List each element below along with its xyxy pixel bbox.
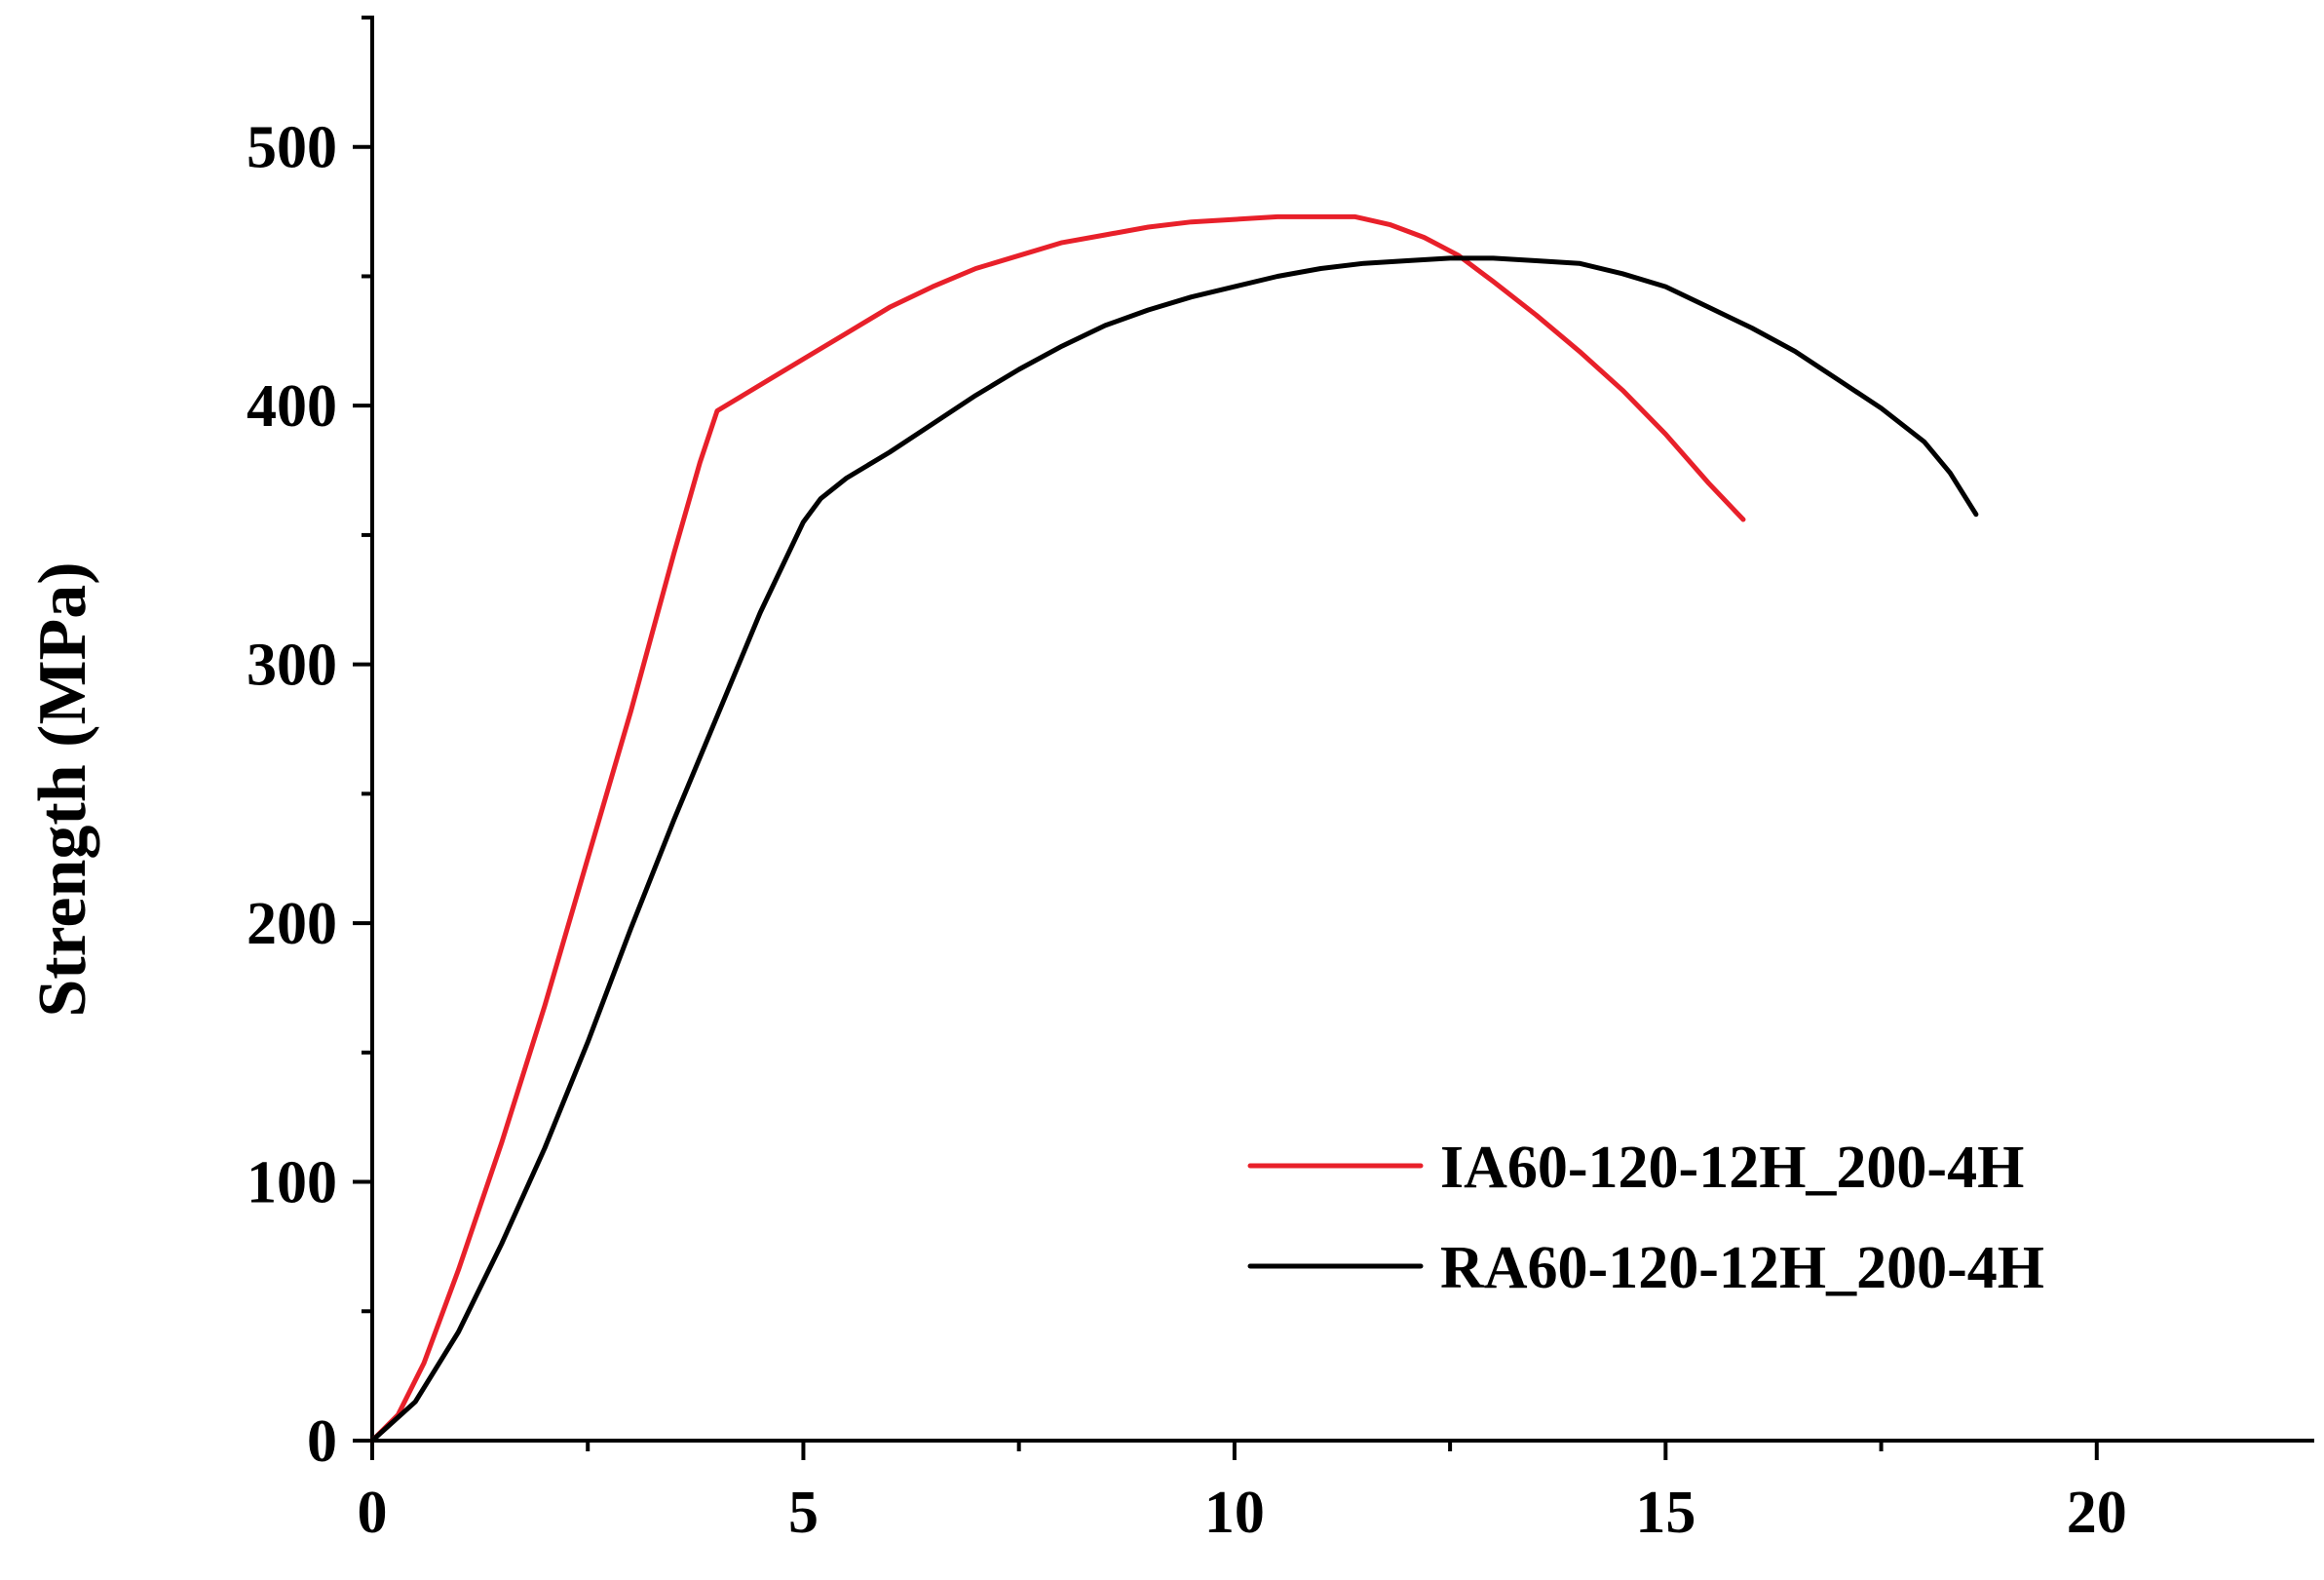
x-tick-label: 5 [788, 1480, 819, 1546]
y-tick-label: 0 [307, 1408, 337, 1475]
x-tick-label: 20 [2067, 1480, 2127, 1546]
legend-label-1: IA60-120-12H_200-4H [1440, 1135, 2024, 1201]
x-tick-label: 0 [358, 1480, 388, 1546]
x-tick-label: 15 [1635, 1480, 1695, 1546]
y-tick-label: 200 [247, 891, 337, 957]
axes [353, 16, 2314, 1460]
x-tick-label: 10 [1204, 1480, 1265, 1546]
legend-label-2: RA60-120-12H_200-4H [1440, 1235, 2044, 1301]
y-tick-label: 400 [247, 373, 337, 440]
tick-labels: 0 100 200 300 400 500 0 5 10 15 20 [247, 115, 2127, 1546]
series-group [369, 213, 1979, 1444]
legend: IA60-120-12H_200-4H RA60-120-12H_200-4H [1247, 1135, 2044, 1301]
series-line-1 [369, 213, 1746, 1444]
y-tick-label: 300 [247, 633, 337, 699]
series-line-2 [369, 255, 1979, 1444]
y-axis-title: Strength (MPa) [25, 561, 100, 1017]
y-tick-label: 100 [247, 1150, 337, 1216]
y-tick-label: 500 [247, 115, 337, 181]
